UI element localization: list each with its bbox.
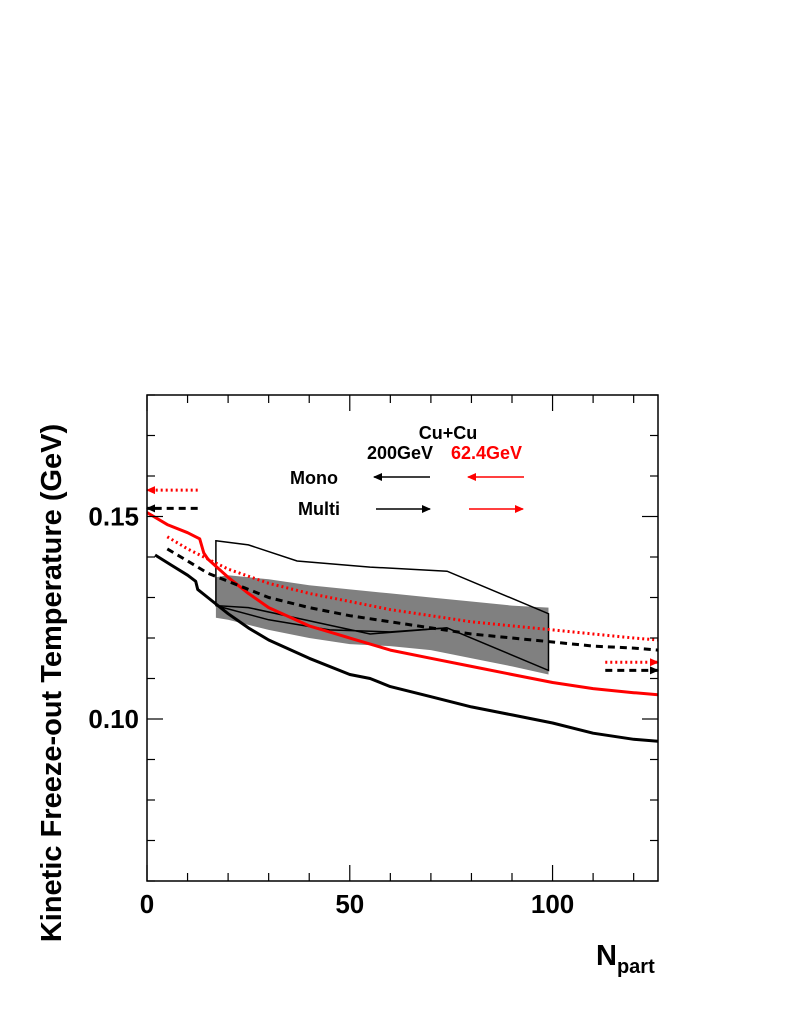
series-line-62-4gev-multi [166,535,658,642]
y-tick-label: 0.10 [88,704,139,734]
series-line-200gev-multi [166,547,658,652]
x-axis-title-sub: part [617,956,655,978]
legend-title: Cu+Cu [419,423,478,443]
systematic-band [215,575,549,675]
x-axis-title-main: N [596,940,617,972]
legend-multi-label: Multi [298,499,340,519]
x-axis-title: Npart [596,940,655,978]
legend-energy-62: 62.4GeV [451,443,522,463]
y-tick-label: 0.15 [88,502,139,532]
x-tick-label: 100 [531,889,574,919]
series-line-200gev-mono [154,553,658,743]
x-tick-label: 50 [335,889,364,919]
legend-energy-200: 200GeV [367,443,433,463]
x-tick-label: 0 [140,889,154,919]
y-axis-title: Kinetic Freeze-out Temperature (GeV) [36,424,68,942]
series-line-62-4gev-mono [147,511,658,697]
outlined-region-inner [215,604,448,633]
legend-mono-label: Mono [290,468,338,488]
